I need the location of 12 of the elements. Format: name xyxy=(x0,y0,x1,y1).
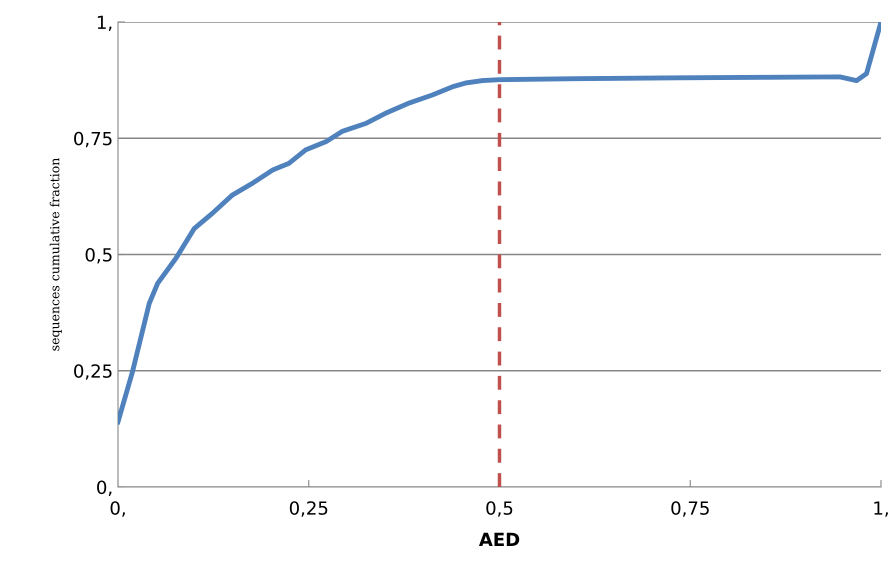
x-axis-title: AED xyxy=(478,532,520,546)
y-tick-label: 0, xyxy=(97,480,112,496)
x-tick-label: 1, xyxy=(874,501,888,517)
y-tick-label: 1, xyxy=(98,16,112,31)
y-tick-label: 0,5 xyxy=(86,248,112,264)
x-tick-label: 0,25 xyxy=(290,501,328,517)
y-tick-label: 0,25 xyxy=(74,364,112,380)
y-tick-label: 0,75 xyxy=(74,132,112,148)
x-tick-label: 0,5 xyxy=(486,501,512,517)
y-axis-title: sequences cumulative fraction xyxy=(50,158,62,351)
x-tick-label: 0, xyxy=(110,501,125,517)
x-tick-label: 0,75 xyxy=(671,501,709,517)
